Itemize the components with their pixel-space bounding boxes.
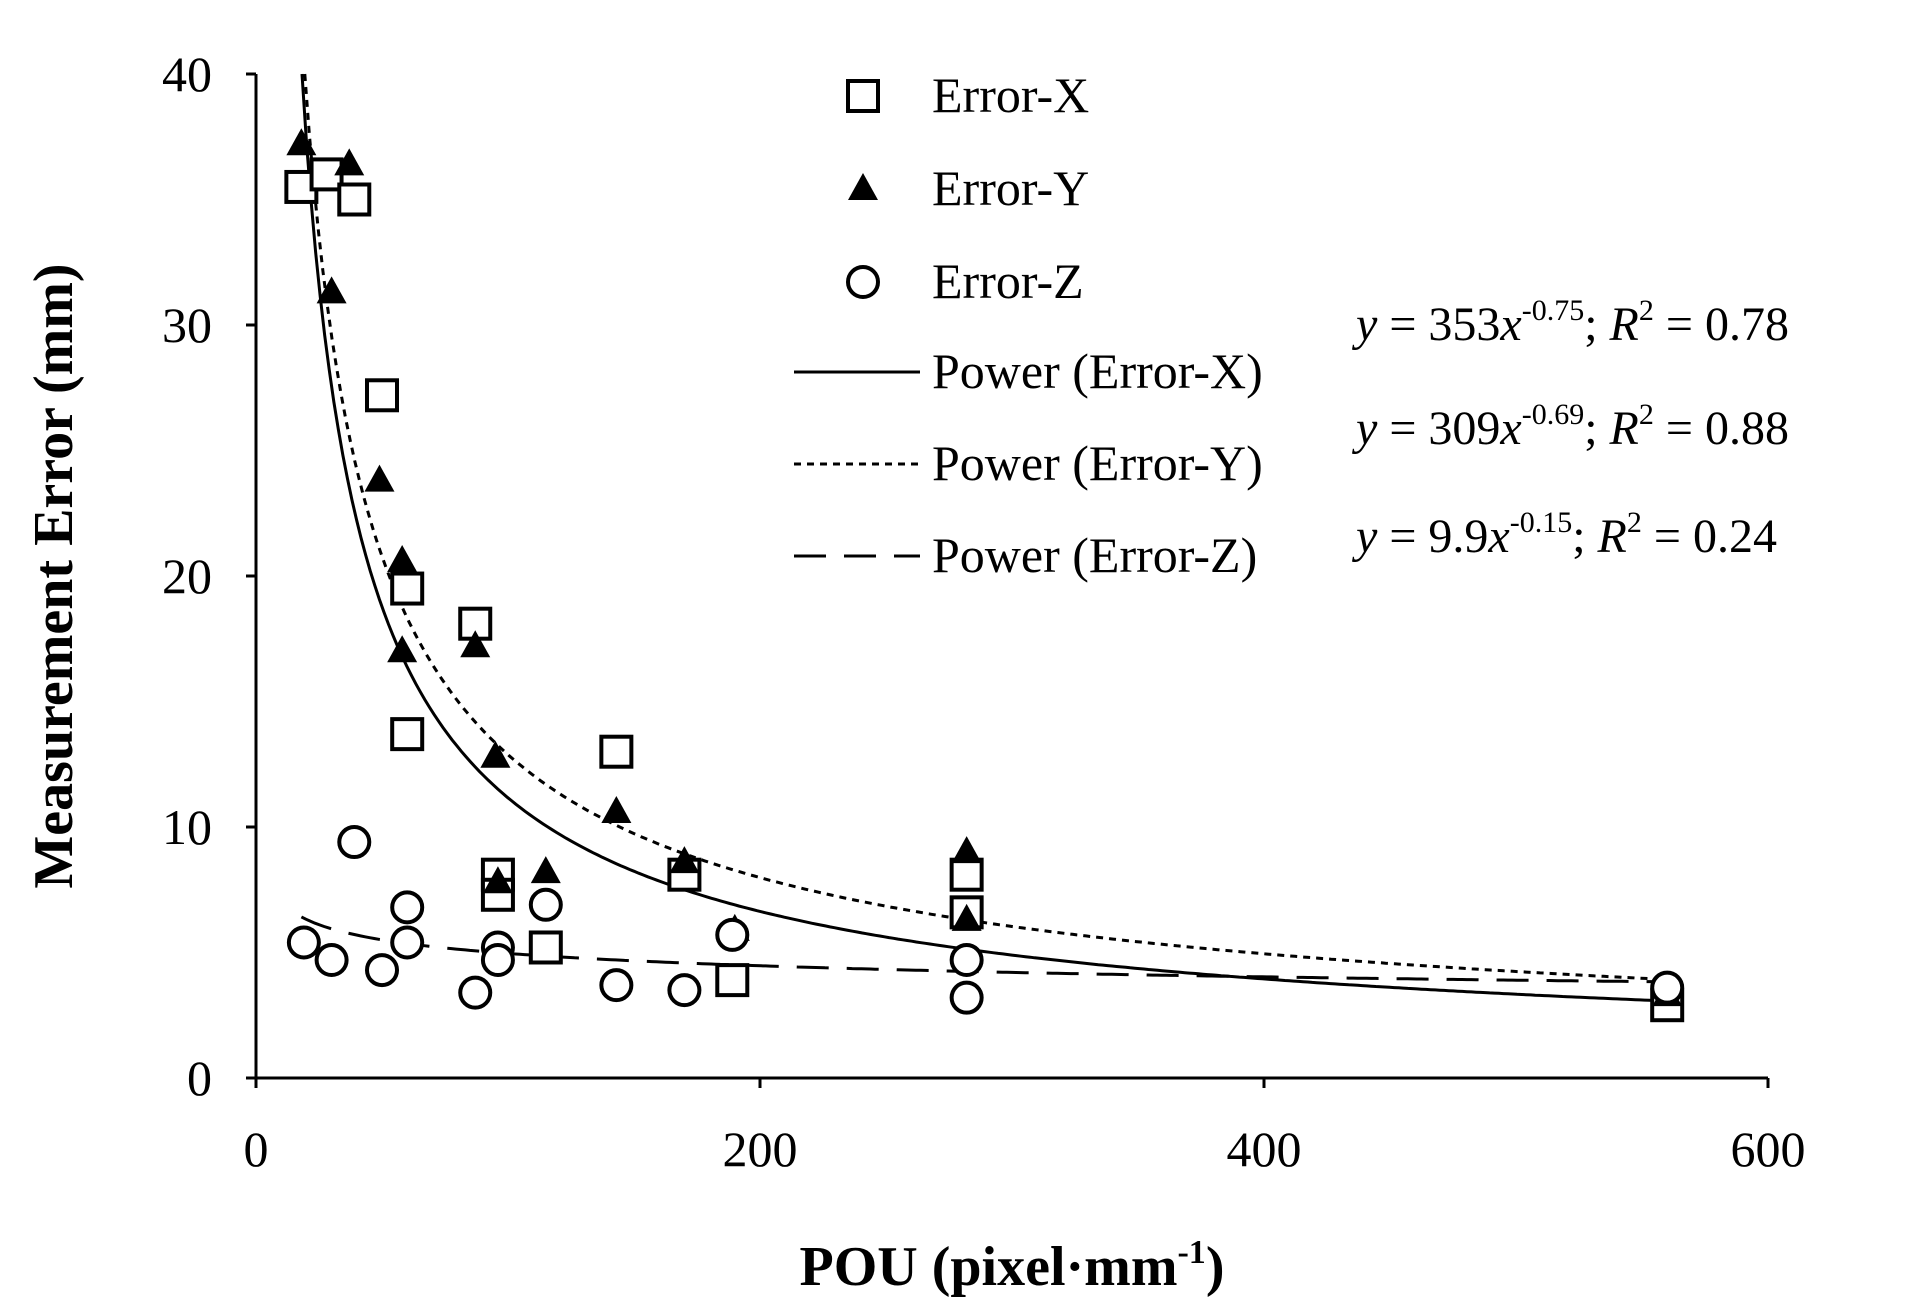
y-tick-label: 0 — [187, 1050, 212, 1106]
error-z-point — [528, 887, 563, 922]
legend-error-y-label: Error-Y — [932, 160, 1089, 216]
error-z-point — [365, 953, 399, 988]
legend-error-y-marker — [848, 173, 878, 200]
legend-error-x-label: Error-X — [932, 67, 1089, 123]
trendline-power-error-x — [300, 73, 1668, 1003]
error-z-point — [949, 943, 984, 978]
legend-error-z-label: Error-Z — [932, 253, 1084, 309]
x-axis-title-close: ) — [1206, 1236, 1225, 1298]
equation-power-error-y: y = 309x-0.69; R2 = 0.88 — [1351, 398, 1789, 455]
error-z-point — [337, 825, 372, 860]
equation-r-sup: 2 — [1639, 398, 1654, 431]
y-axis-title: Measurement Error (mm) — [23, 263, 85, 888]
legend: Error-X Error-Y Error-Z Power (Error-X) Powe… — [794, 67, 1263, 583]
axis-ticks: 0 200 400 600 0 10 20 30 40 — [162, 46, 1806, 1177]
error-y-point — [387, 635, 418, 663]
equation-exponent: -0.75 — [1522, 294, 1585, 327]
x-axis-title-main: POU (pixel·mm — [800, 1236, 1178, 1298]
error-y-point — [316, 276, 347, 304]
error-z-point — [715, 917, 750, 952]
equation-coefficient: = 309 — [1377, 402, 1500, 455]
equation-x: x — [1499, 298, 1521, 351]
equation-r-sup: 2 — [1627, 506, 1642, 539]
error-y-point — [482, 866, 513, 894]
legend-error-z-marker — [846, 265, 880, 299]
legend-error-x-marker — [846, 79, 880, 113]
x-axis-title: POU (pixel·mm-1) — [800, 1234, 1225, 1298]
legend-power-error-y-label: Power (Error-Y) — [932, 435, 1263, 491]
error-y-point — [387, 544, 418, 572]
equation-separator: ; — [1584, 402, 1609, 455]
error-x-point — [337, 182, 372, 217]
error-z-point — [599, 968, 634, 1003]
y-tick-label: 40 — [162, 46, 212, 102]
error-z-point — [480, 943, 515, 978]
x-axis-title-sup: -1 — [1177, 1234, 1205, 1271]
error-z-point — [314, 943, 349, 978]
error-z-point — [390, 925, 425, 960]
error-z-point — [1650, 970, 1685, 1005]
error-x-point — [949, 857, 984, 892]
error-y-point — [364, 464, 395, 492]
equation-y: y — [1351, 402, 1378, 455]
y-tick-label: 10 — [162, 799, 212, 855]
equation-x: x — [1487, 510, 1509, 563]
equation-exponent: -0.69 — [1522, 398, 1585, 431]
equation-coefficient: = 353 — [1377, 298, 1500, 351]
equation-separator: ; — [1584, 298, 1609, 351]
equation-r-sup: 2 — [1639, 294, 1654, 327]
data-markers — [284, 128, 1685, 1023]
equation-coefficient: = 9.9 — [1377, 510, 1488, 563]
error-z-point — [949, 980, 984, 1015]
error-y-point — [951, 903, 982, 931]
trendline-power-error-y — [303, 73, 1668, 981]
equation-r: R — [1609, 298, 1639, 351]
legend-power-error-z-label: Power (Error-Z) — [932, 527, 1257, 583]
error-z-point — [667, 973, 702, 1008]
y-tick-label: 20 — [162, 548, 212, 604]
error-y-point — [334, 148, 365, 176]
y-tick-label: 30 — [162, 297, 212, 353]
error-y-point — [951, 836, 982, 864]
error-y-point — [530, 856, 561, 884]
equation-x: x — [1499, 402, 1521, 455]
error-x-point — [390, 717, 425, 752]
error-x-point — [528, 930, 563, 965]
error-y-point — [460, 630, 491, 658]
x-tick-label: 0 — [244, 1121, 269, 1177]
equation-r: R — [1597, 510, 1627, 563]
error-y-point — [286, 128, 317, 156]
equation-y: y — [1351, 510, 1378, 563]
trendline-equations: y = 353x-0.75; R2 = 0.78y = 309x-0.69; R… — [1351, 294, 1789, 563]
x-tick-label: 600 — [1731, 1121, 1806, 1177]
error-z-point — [390, 890, 425, 925]
legend-power-error-x-label: Power (Error-X) — [932, 343, 1263, 399]
equation-power-error-x: y = 353x-0.75; R2 = 0.78 — [1351, 294, 1789, 351]
error-z-point — [286, 925, 321, 960]
equation-power-error-z: y = 9.9x-0.15; R2 = 0.24 — [1351, 506, 1777, 563]
equation-r2-value: = 0.88 — [1654, 402, 1789, 455]
equation-r2-value: = 0.24 — [1642, 510, 1777, 563]
x-tick-label: 400 — [1227, 1121, 1302, 1177]
error-y-point — [669, 846, 700, 874]
equation-r2-value: = 0.78 — [1654, 298, 1789, 351]
error-x-point — [390, 571, 425, 606]
equation-y: y — [1351, 298, 1378, 351]
error-x-point — [599, 734, 634, 769]
error-z-point — [458, 975, 493, 1010]
error-y-point — [480, 740, 511, 768]
equation-r: R — [1609, 402, 1639, 455]
x-tick-label: 200 — [723, 1121, 798, 1177]
plot-area: 0 200 400 600 0 10 20 30 40 — [162, 46, 1806, 1177]
error-x-point — [365, 378, 399, 413]
equation-exponent: -0.15 — [1510, 506, 1573, 539]
error-y-point — [601, 795, 632, 823]
equation-separator: ; — [1572, 510, 1597, 563]
error-x-point — [715, 963, 750, 998]
